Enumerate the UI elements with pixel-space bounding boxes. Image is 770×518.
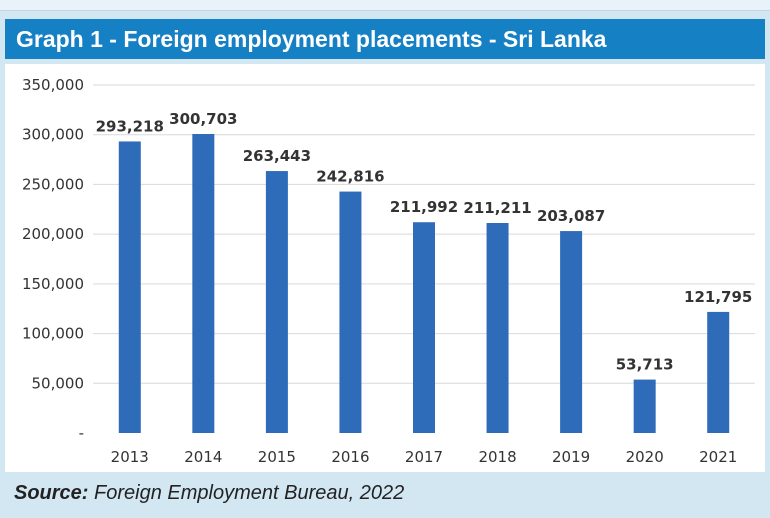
x-tick-label-2013: 2013 <box>111 448 149 466</box>
bar-2019 <box>560 231 583 433</box>
x-tick-label-2018: 2018 <box>478 448 516 466</box>
data-label-2016: 242,816 <box>316 168 384 186</box>
plot-area: - 50,000 100,000 150,000 200,000 250,000 300,0… <box>5 64 765 472</box>
y-tick-label: 250,000 <box>22 175 84 193</box>
y-tick-label: 350,000 <box>22 76 84 94</box>
bar-2015 <box>265 171 288 433</box>
data-label-2021: 121,795 <box>684 288 752 306</box>
data-label-2015: 263,443 <box>243 147 311 165</box>
y-tick-label: 150,000 <box>22 275 84 293</box>
source-note: Source: Foreign Employment Bureau, 2022 <box>14 478 404 508</box>
x-tick-label-2015: 2015 <box>258 448 296 466</box>
source-label: Source: <box>14 482 89 504</box>
bar-2018 <box>486 222 509 433</box>
y-tick-label: 50,000 <box>32 374 85 392</box>
data-label-2013: 293,218 <box>96 117 164 135</box>
y-tick-label: - <box>79 424 84 442</box>
x-tick-label-2019: 2019 <box>552 448 590 466</box>
y-tick-label: 200,000 <box>22 225 84 243</box>
bar-2021 <box>707 311 730 433</box>
data-label-2017: 211,992 <box>390 198 458 216</box>
data-label-2019: 203,087 <box>537 207 605 225</box>
bar-2013 <box>118 141 141 434</box>
bar-chart: - 50,000 100,000 150,000 200,000 250,000 300,0… <box>22 76 755 466</box>
chart-title: Graph 1 - Foreign employment placements … <box>5 19 765 59</box>
bar-2014 <box>192 134 215 433</box>
data-label-2018: 211,211 <box>463 199 531 217</box>
bar-2017 <box>413 222 435 433</box>
data-label-2020: 53,713 <box>616 356 674 374</box>
y-tick-label: 100,000 <box>22 325 84 343</box>
x-tick-label-2021: 2021 <box>699 448 737 466</box>
bar-2016 <box>339 191 362 433</box>
x-tick-label-2014: 2014 <box>184 448 222 466</box>
y-tick-label: 300,000 <box>22 126 84 144</box>
x-tick-label-2017: 2017 <box>405 448 443 466</box>
data-label-2014: 300,703 <box>169 110 237 128</box>
top-strip <box>0 0 770 11</box>
x-tick-label-2016: 2016 <box>331 448 369 466</box>
x-tick-label-2020: 2020 <box>626 448 664 466</box>
source-text: Foreign Employment Bureau, 2022 <box>94 482 405 504</box>
bar-2020 <box>633 379 656 433</box>
